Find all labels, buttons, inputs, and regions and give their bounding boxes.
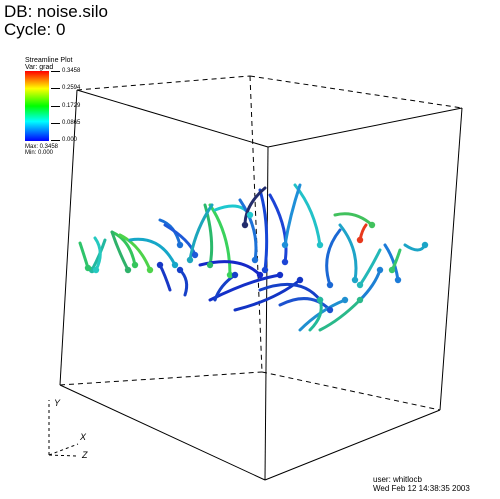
seed-point <box>394 276 402 284</box>
seed-point <box>176 266 184 274</box>
box-edge-right <box>439 107 463 411</box>
legend-title: Streamline Plot <box>25 57 73 64</box>
seed-point <box>341 296 349 304</box>
box-edge-top-front-right <box>267 107 463 148</box>
user-label: user: whitlocb <box>373 475 422 484</box>
seed-point <box>206 261 214 269</box>
seed-point <box>316 296 324 304</box>
streamlines <box>78 183 427 332</box>
seed-point <box>421 241 429 249</box>
triad-x-axis <box>48 443 79 456</box>
box-edge-back-top <box>76 75 251 91</box>
box-edge-top-front-left <box>76 89 269 148</box>
legend-colorbar <box>25 71 49 141</box>
box-edge-back-top-right <box>249 75 463 109</box>
seed-point <box>246 211 254 219</box>
box-edge-front-vertical <box>264 146 269 481</box>
axis-label-x: X <box>80 432 87 442</box>
legend-tick <box>51 106 60 107</box>
date-label: Wed Feb 12 14:38:35 2003 <box>373 484 470 493</box>
seed-point <box>171 261 179 269</box>
seed-point <box>124 266 132 274</box>
box-edge-bottom-front-left <box>59 384 266 481</box>
seed-point <box>146 266 154 274</box>
box-edge-bottom-front-right <box>264 409 441 481</box>
box-edge-back-bottom <box>59 371 263 386</box>
seed-point <box>326 306 334 314</box>
legend-max: Max: 0.3458 <box>25 144 59 150</box>
triad-z-axis <box>48 454 77 457</box>
legend-tick-label: 0.2594 <box>62 85 81 91</box>
seed-point <box>276 271 284 279</box>
seed-point <box>92 266 100 274</box>
legend-tick <box>51 88 60 89</box>
seed-point <box>84 264 92 272</box>
axis-label-z: Z <box>82 450 88 460</box>
seed-point <box>356 236 364 244</box>
streamline-seeds <box>84 211 429 314</box>
seed-point <box>376 266 384 274</box>
legend-variable: Var: grad <box>25 64 54 71</box>
box-edge-back-bottom-right <box>261 371 441 411</box>
db-label: DB: noise.silo <box>4 2 108 21</box>
seed-point <box>256 271 264 279</box>
seed-point <box>281 258 289 266</box>
seed-point <box>251 256 259 264</box>
seed-point <box>231 271 239 279</box>
seed-point <box>156 261 164 269</box>
seed-point <box>326 281 334 289</box>
legend-tick <box>51 140 60 141</box>
seed-point <box>186 256 194 264</box>
seed-point <box>261 266 269 274</box>
seed-point <box>131 261 139 269</box>
legend-tick <box>51 71 60 72</box>
seed-point <box>191 251 199 259</box>
legend-min: Min: 0.000 <box>25 150 54 156</box>
seed-point <box>316 241 324 249</box>
seed-point <box>226 271 234 279</box>
legend-tick-label: 0.0865 <box>62 120 81 126</box>
legend-tick <box>51 123 60 124</box>
seed-point <box>241 221 249 229</box>
legend-tick-label: 0.3458 <box>62 68 81 74</box>
seed-point <box>388 266 396 274</box>
seed-point <box>351 276 359 284</box>
legend-tick-label: 0.000 <box>62 137 78 143</box>
legend-tick-label: 0.1729 <box>62 103 81 109</box>
cycle-label: Cycle: 0 <box>4 20 66 39</box>
seed-point <box>356 281 364 289</box>
axis-label-y: Y <box>54 398 61 408</box>
box-edge-left <box>59 89 78 386</box>
box-edge-back-vertical <box>249 75 263 373</box>
seed-point <box>356 296 364 304</box>
seed-point <box>296 276 304 284</box>
seed-point <box>281 241 289 249</box>
seed-point <box>368 221 376 229</box>
seed-point <box>176 241 184 249</box>
